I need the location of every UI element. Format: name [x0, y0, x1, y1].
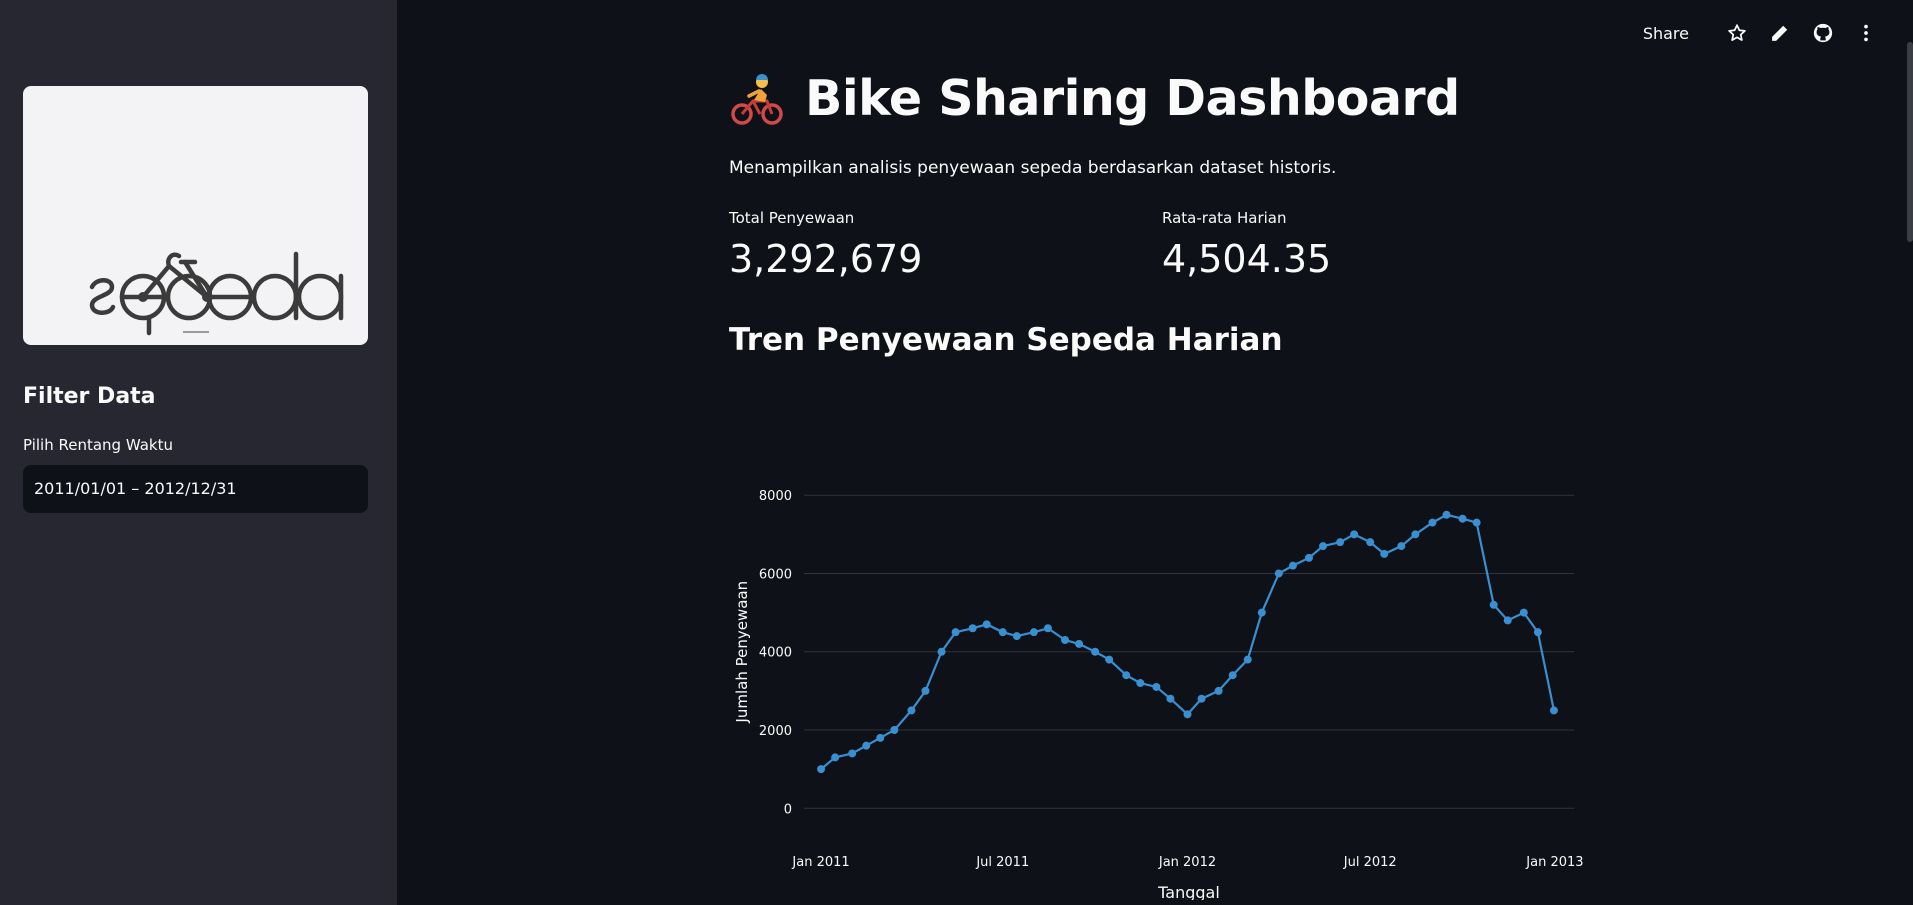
data-point: [1411, 530, 1420, 539]
data-point: [1503, 616, 1512, 625]
metric-daily-average: Rata-rata Harian 4,504.35: [1162, 209, 1331, 281]
data-point: [862, 741, 871, 750]
metric-label: Rata-rata Harian: [1162, 209, 1287, 227]
star-icon[interactable]: [1726, 22, 1748, 44]
x-tick-label: Jan 2011: [791, 855, 849, 870]
data-point: [1336, 538, 1345, 547]
metric-total-rentals: Total Penyewaan 3,292,679: [729, 209, 922, 281]
data-point: [1061, 636, 1070, 644]
data-point: [937, 647, 946, 656]
data-point: [1288, 561, 1297, 570]
metric-value: 3,292,679: [729, 237, 923, 281]
data-point: [1214, 686, 1223, 695]
data-point: [921, 686, 930, 695]
x-tick-label: Jan 2012: [1158, 855, 1216, 870]
daily-rental-trend-chart[interactable]: 0 2000 4000 6000 8000 Jan 2011 Jul 2011 Jan 201…: [729, 460, 1589, 900]
data-point: [1458, 514, 1467, 523]
data-point: [968, 624, 977, 633]
github-icon[interactable]: [1812, 22, 1834, 44]
filter-title: Filter Data: [23, 384, 156, 409]
sepeda-logo: [23, 86, 368, 345]
date-range-label: Pilih Rentang Waktu: [23, 436, 173, 454]
sidebar: Filter Data Pilih Rentang Waktu 2011/01/…: [0, 0, 397, 905]
share-button[interactable]: Share: [1642, 23, 1689, 43]
data-point: [982, 620, 991, 629]
y-tick-label: 2000: [759, 724, 792, 739]
x-axis-label: Tanggal: [1157, 883, 1220, 900]
y-axis-label: Jumlah Penyewaan: [733, 581, 751, 724]
data-point: [1366, 538, 1375, 547]
data-point: [1029, 628, 1038, 637]
data-point: [1075, 639, 1084, 648]
data-point: [1428, 518, 1437, 527]
data-point: [1442, 510, 1451, 519]
data-point: [1533, 628, 1542, 637]
series-line: [820, 513, 1555, 770]
data-point: [890, 726, 899, 734]
data-point: [1228, 671, 1237, 680]
data-point: [1243, 655, 1252, 664]
x-tick-label: Jan 2013: [1525, 855, 1583, 870]
page-title: Bike Sharing Dashboard: [729, 70, 1460, 127]
data-point: [876, 733, 885, 742]
y-tick-label: 8000: [759, 489, 792, 504]
data-point: [1043, 624, 1052, 633]
app-toolbar: Share: [1643, 18, 1877, 48]
data-point: [1152, 682, 1161, 691]
data-point: [1319, 542, 1328, 551]
metric-label: Total Penyewaan: [729, 209, 855, 227]
x-tick-label: Jul 2012: [1343, 855, 1397, 870]
y-tick-label: 4000: [759, 646, 792, 661]
y-tick-label: 6000: [759, 567, 792, 582]
data-point: [1197, 694, 1206, 703]
data-point: [1350, 530, 1359, 539]
data-point: [817, 765, 826, 774]
page-caption: Menampilkan analisis penyewaan sepeda be…: [729, 158, 1337, 178]
data-point: [1257, 608, 1266, 617]
cyclist-icon: [731, 73, 783, 125]
data-point: [1472, 518, 1481, 527]
data-point: [1012, 632, 1021, 641]
data-point: [1274, 569, 1283, 578]
y-tick-label: 0: [784, 802, 792, 817]
data-point: [1380, 549, 1389, 558]
data-point: [1519, 608, 1528, 617]
data-point: [1136, 679, 1145, 688]
data-point: [998, 628, 1007, 637]
data-point: [1166, 694, 1175, 703]
data-point: [907, 706, 916, 715]
data-point: [1122, 671, 1131, 680]
data-point: [1549, 706, 1558, 715]
data-point: [1304, 553, 1313, 562]
metric-value: 4,504.35: [1162, 237, 1332, 281]
data-point: [1183, 710, 1192, 719]
data-point: [1105, 655, 1114, 664]
kebab-menu-icon[interactable]: [1855, 22, 1877, 44]
data-point: [951, 628, 960, 637]
section-title: Tren Penyewaan Sepeda Harian: [729, 322, 1283, 358]
pencil-icon[interactable]: [1769, 22, 1791, 44]
data-point: [1091, 647, 1100, 656]
data-point: [1489, 600, 1498, 609]
scrollbar[interactable]: [1907, 42, 1913, 242]
date-range-input[interactable]: 2011/01/01 – 2012/12/31: [23, 465, 368, 513]
data-point: [1397, 542, 1406, 551]
dashboard-title: Bike Sharing Dashboard: [805, 70, 1460, 127]
data-point: [831, 753, 840, 762]
x-tick-label: Jul 2011: [975, 855, 1029, 870]
data-point: [848, 749, 857, 758]
